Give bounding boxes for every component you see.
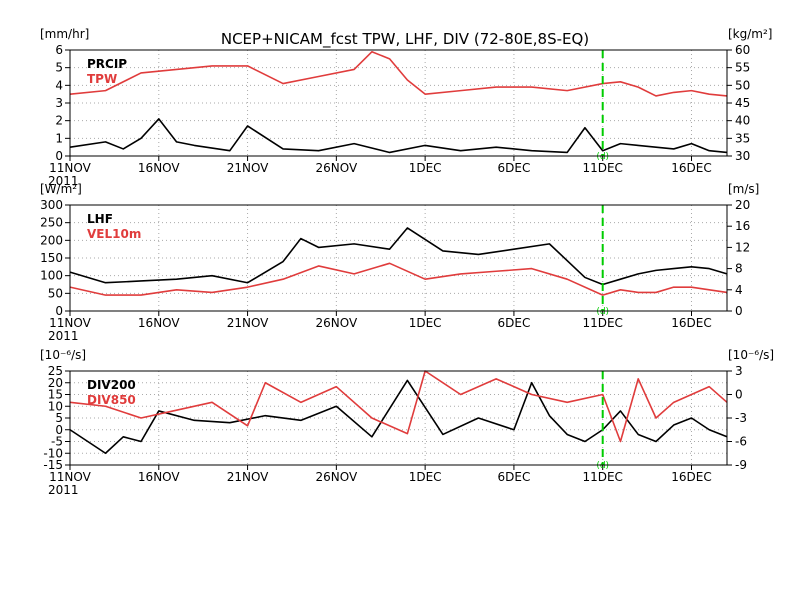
x-tick-label: 16DEC [671, 161, 711, 175]
panel-bottom: 11NOV 16NOV 21NOV 26NOV 1DEC 6DEC 11DEC 16DEC 20… [40, 348, 774, 497]
series-line-div850 [69, 370, 728, 443]
y-right-tick-label: 30 [735, 149, 750, 163]
x-tick-label: 26NOV [315, 161, 357, 175]
plot-frame [69, 370, 728, 466]
y-right-tick-label: 35 [735, 131, 750, 145]
x-tick-label: 21NOV [227, 161, 269, 175]
x-tick-label: 21NOV [227, 316, 269, 330]
x-tick-label: 11DEC [582, 470, 622, 484]
x-tick-label: 11NOV [49, 161, 91, 175]
y-left-tick-label: -5 [51, 435, 63, 449]
series-line-tpw [69, 50, 728, 97]
series-line-prcip [69, 118, 728, 154]
y-left-axis-label: [W/m²] [40, 182, 82, 196]
y-left-tick-label: 0 [55, 423, 63, 437]
y-left-tick-label: 50 [48, 286, 63, 300]
y-right-tick-label: 0 [735, 304, 743, 318]
plot-frame [69, 49, 728, 157]
x-tick-label: 1DEC [409, 470, 442, 484]
y-left-tick-label: 4 [55, 78, 63, 92]
y-left-tick-label: 25 [48, 364, 63, 378]
y-left-tick-label: 1 [55, 131, 63, 145]
legend-div850: DIV850 [87, 393, 136, 407]
x-tick-label: 16NOV [138, 316, 180, 330]
x-tick-label: 11DEC [582, 316, 622, 330]
x-tick-label: 16DEC [671, 316, 711, 330]
legend-tpw: TPW [87, 72, 117, 86]
legend-prcip: PRCIP [87, 57, 127, 71]
y-right-tick-label: 20 [735, 198, 750, 212]
y-left-tick-label: 0 [55, 149, 63, 163]
y-right-tick-label: 16 [735, 219, 750, 233]
x-tick-label: 6DEC [497, 316, 530, 330]
y-left-axis-label: [10⁻⁶/s] [40, 348, 86, 362]
y-left-tick-label: 6 [55, 43, 63, 57]
legend-vel10m: VEL10m [87, 227, 141, 241]
x-year-label: 2011 [48, 483, 79, 497]
y-right-tick-label: 40 [735, 114, 750, 128]
y-right-tick-label: -9 [735, 458, 747, 472]
y-left-tick-label: 20 [48, 376, 63, 390]
x-tick-label: 16NOV [138, 470, 180, 484]
y-left-tick-label: 300 [40, 198, 63, 212]
x-tick-label: 16DEC [671, 470, 711, 484]
y-right-axis-label: [10⁻⁶/s] [728, 348, 774, 362]
y-left-tick-label: -15 [43, 458, 63, 472]
x-tick-label: 1DEC [409, 161, 442, 175]
y-left-tick-label: 10 [48, 399, 63, 413]
y-left-tick-label: 250 [40, 216, 63, 230]
y-left-tick-label: 150 [40, 251, 63, 265]
y-right-axis-label: [kg/m²] [728, 27, 772, 41]
y-left-tick-label: -10 [43, 446, 63, 460]
y-right-axis-label: [m/s] [728, 182, 759, 196]
y-right-tick-label: 50 [735, 78, 750, 92]
x-tick-label: 1DEC [409, 316, 442, 330]
chart-title: NCEP+NICAM_fcst TPW, LHF, DIV (72-80E,8S… [221, 30, 589, 49]
y-left-tick-label: 200 [40, 233, 63, 247]
legend-div200: DIV200 [87, 378, 136, 392]
y-right-tick-label: 60 [735, 43, 750, 57]
series-line-lhf [69, 227, 728, 286]
x-year-label: 2011 [48, 174, 79, 188]
x-tick-label: 16NOV [138, 161, 180, 175]
y-right-tick-label: 8 [735, 262, 743, 276]
plot-frame [69, 204, 728, 312]
y-right-tick-label: 12 [735, 240, 750, 254]
forecast-marker-label: (d) [596, 307, 609, 317]
series-line-vel10m [69, 262, 728, 296]
legend-lhf: LHF [87, 212, 113, 226]
y-left-tick-label: 0 [55, 304, 63, 318]
y-right-tick-label: -6 [735, 435, 747, 449]
x-year-label: 2011 [48, 329, 79, 343]
y-right-tick-label: 0 [735, 388, 743, 402]
y-right-tick-label: 4 [735, 283, 743, 297]
x-tick-label: 11NOV [49, 470, 91, 484]
panel-middle: 11NOV 16NOV 21NOV 26NOV 1DEC 6DEC 11DEC 16DEC 20… [40, 182, 759, 343]
y-left-tick-label: 5 [55, 61, 63, 75]
forecast-marker-label: (d) [596, 152, 609, 162]
y-right-tick-label: -3 [735, 411, 747, 425]
y-left-axis-label: [mm/hr] [40, 27, 89, 41]
x-tick-label: 11DEC [582, 161, 622, 175]
y-left-tick-label: 2 [55, 114, 63, 128]
x-tick-label: 6DEC [497, 161, 530, 175]
y-right-tick-label: 45 [735, 96, 750, 110]
y-left-tick-label: 15 [48, 388, 63, 402]
x-tick-label: 11NOV [49, 316, 91, 330]
x-tick-label: 26NOV [315, 470, 357, 484]
x-tick-label: 26NOV [315, 316, 357, 330]
x-tick-label: 6DEC [497, 470, 530, 484]
panel-top: 11NOV 16NOV 21NOV 26NOV 1DEC 6DEC 11DEC 16DEC20… [40, 27, 772, 188]
series-line-div200 [69, 379, 728, 455]
y-right-tick-label: 55 [735, 61, 750, 75]
panels-group: 11NOV 16NOV 21NOV 26NOV 1DEC 6DEC 11DEC 16DEC20… [40, 27, 774, 497]
y-left-tick-label: 100 [40, 269, 63, 283]
x-tick-label: 21NOV [227, 470, 269, 484]
y-right-tick-label: 3 [735, 364, 743, 378]
y-left-tick-label: 3 [55, 96, 63, 110]
y-left-tick-label: 5 [55, 411, 63, 425]
forecast-marker-label: (d) [596, 461, 609, 471]
